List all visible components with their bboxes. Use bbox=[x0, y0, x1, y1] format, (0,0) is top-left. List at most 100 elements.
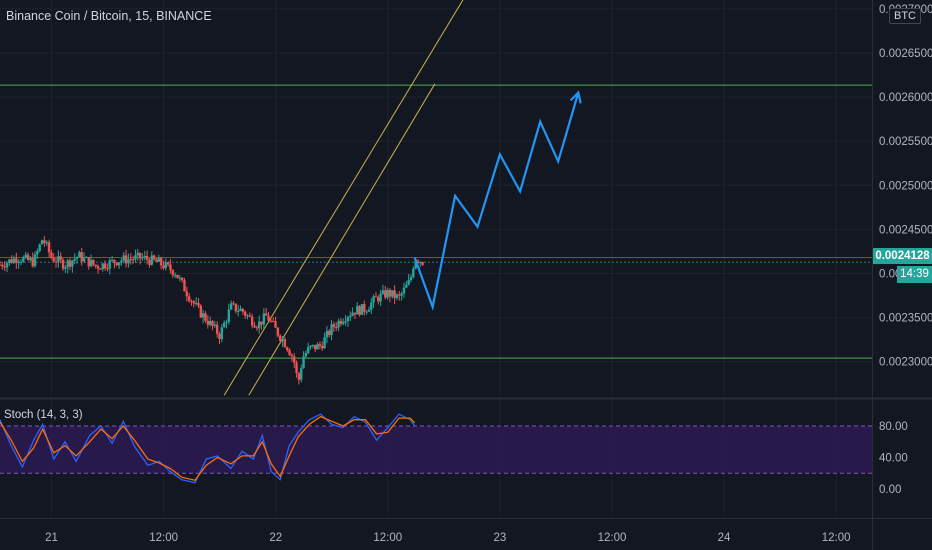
candle-body bbox=[281, 339, 284, 341]
y-tick-label: 0.0025500 bbox=[879, 136, 932, 148]
candle-body bbox=[64, 267, 67, 269]
currency-badge[interactable]: BTC bbox=[889, 8, 921, 24]
candle-body bbox=[12, 258, 16, 263]
y-tick-label: 0.0024500 bbox=[879, 224, 932, 236]
candle-body bbox=[66, 260, 69, 268]
candle-body bbox=[279, 335, 282, 341]
candle-body bbox=[388, 289, 392, 297]
candle-body bbox=[360, 304, 364, 315]
candle-body bbox=[5, 262, 9, 268]
stoch-y-tick-label: 0.00 bbox=[879, 484, 901, 496]
candle-body bbox=[311, 344, 315, 346]
candle-body bbox=[38, 244, 41, 252]
stoch-y-tick-label: 40.00 bbox=[879, 453, 908, 465]
candle-body bbox=[141, 257, 144, 259]
candle-body bbox=[421, 262, 424, 265]
candle-body bbox=[384, 290, 387, 298]
candle-body bbox=[82, 257, 86, 262]
candle-body bbox=[127, 259, 130, 264]
candle-body bbox=[143, 256, 146, 258]
candle-body bbox=[264, 313, 268, 316]
candle-body bbox=[54, 261, 58, 263]
y-tick-label: 0.0023500 bbox=[879, 313, 932, 325]
candle-body bbox=[0, 264, 2, 266]
candle-body bbox=[208, 320, 212, 325]
candle-body bbox=[1, 264, 4, 267]
candle-body bbox=[75, 257, 79, 259]
horizontal-lines bbox=[0, 84, 872, 359]
candle-body bbox=[101, 263, 104, 270]
candle-body bbox=[255, 327, 259, 329]
x-tick-label: 21 bbox=[45, 532, 58, 544]
candle-body bbox=[47, 242, 51, 253]
candle-body bbox=[409, 277, 413, 281]
candle-body bbox=[248, 315, 252, 317]
x-tick-label: 22 bbox=[269, 532, 282, 544]
candle-body bbox=[318, 344, 322, 347]
candle-body bbox=[374, 296, 378, 298]
candle-body bbox=[314, 344, 317, 350]
candle-body bbox=[199, 305, 203, 318]
candle-body bbox=[52, 257, 55, 262]
candle-body bbox=[103, 263, 107, 269]
candle-body bbox=[349, 315, 352, 318]
candle-body bbox=[250, 316, 254, 326]
y-tick-label: 0.0025000 bbox=[879, 180, 932, 192]
candle-body bbox=[152, 255, 156, 260]
candle-body bbox=[159, 257, 163, 266]
candle-body bbox=[412, 268, 415, 278]
candle-body bbox=[276, 327, 280, 336]
countdown-label: 14:39 bbox=[897, 266, 932, 283]
candle-body bbox=[187, 296, 191, 301]
candle-body bbox=[309, 345, 312, 347]
candle-body bbox=[367, 309, 371, 312]
candle-body bbox=[85, 257, 88, 259]
channel-lower-line bbox=[248, 83, 436, 396]
candle-body bbox=[342, 321, 345, 324]
candle-body bbox=[272, 320, 275, 322]
candle-body bbox=[8, 259, 11, 263]
candle-body bbox=[136, 252, 139, 256]
candle-body bbox=[185, 291, 189, 297]
candle-body bbox=[377, 297, 380, 302]
candle-body bbox=[365, 311, 368, 313]
candle-body bbox=[239, 308, 242, 311]
channel-lines bbox=[223, 0, 464, 396]
candle-body bbox=[398, 294, 401, 296]
candle-body bbox=[26, 254, 30, 260]
candle-body bbox=[363, 304, 366, 312]
candle-body bbox=[169, 264, 172, 271]
candle-body bbox=[124, 255, 128, 264]
candle-body bbox=[381, 290, 385, 294]
x-tick-label: 12:00 bbox=[822, 532, 851, 544]
candle-body bbox=[71, 260, 74, 267]
candle-body bbox=[225, 321, 228, 323]
candle-body bbox=[246, 315, 249, 317]
candle-body bbox=[31, 258, 34, 267]
candle-body bbox=[386, 289, 389, 298]
candle-body bbox=[328, 330, 331, 336]
candle-body bbox=[122, 255, 125, 261]
stoch-band bbox=[0, 425, 872, 474]
candle-body bbox=[325, 330, 329, 338]
candle-body bbox=[17, 261, 20, 263]
projection-path bbox=[413, 90, 582, 312]
candle-body bbox=[87, 257, 90, 267]
candle-body bbox=[395, 294, 399, 299]
candle-body bbox=[61, 259, 65, 269]
candle-body bbox=[218, 334, 221, 340]
candle-body bbox=[211, 320, 214, 326]
candle-body bbox=[283, 339, 287, 348]
candle-body bbox=[96, 266, 100, 269]
candle-body bbox=[372, 296, 375, 303]
chart-title: Binance Coin / Bitcoin, 15, BINANCE bbox=[6, 9, 212, 23]
candle-body bbox=[129, 259, 132, 261]
candle-body bbox=[295, 362, 298, 374]
stoch-lines bbox=[0, 413, 416, 484]
stoch-band-fill bbox=[0, 426, 872, 474]
projection-zigzag bbox=[413, 92, 580, 312]
candle-body bbox=[176, 274, 179, 279]
candle-body bbox=[22, 257, 25, 262]
y-tick-label: 0.0026000 bbox=[879, 92, 932, 104]
